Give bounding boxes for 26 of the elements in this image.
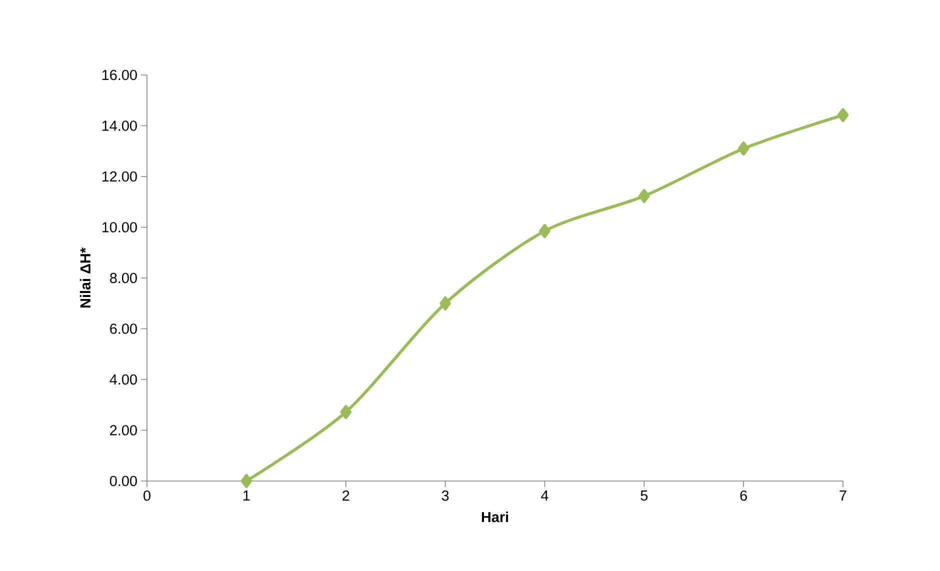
point: [539, 224, 550, 238]
point: [340, 404, 352, 419]
point: [440, 296, 451, 310]
y-tick-label: 10.00: [102, 222, 137, 232]
y-tick-label: 12.00: [102, 171, 137, 182]
point: [240, 474, 252, 488]
x-tick-label: 5: [640, 490, 648, 501]
x-tick-label: 4: [541, 490, 548, 500]
x-tick-label: 6: [740, 490, 747, 501]
point: [837, 108, 849, 122]
y-axis-title: Nilai ΔH*: [80, 248, 90, 308]
x-tick-label: 7: [840, 490, 846, 500]
y-tick-label: 8.00: [110, 272, 137, 284]
y-tick-label: 0.00: [110, 476, 137, 486]
x-axis-title: Hari: [482, 512, 508, 522]
y-tick-label: 2.00: [110, 425, 137, 436]
x-tick-label: 1: [244, 490, 250, 500]
y-tick-label: 4.00: [110, 374, 137, 385]
point: [638, 189, 650, 204]
x-tick-label: 0: [144, 490, 150, 501]
y-tick-label: 16.00: [102, 70, 137, 80]
x-tick-label: 2: [342, 490, 350, 501]
point: [738, 142, 750, 156]
y-tick-label: 6.00: [110, 324, 137, 334]
x-tick-label: 3: [442, 490, 449, 501]
y-tick-label: 14.00: [102, 120, 137, 131]
